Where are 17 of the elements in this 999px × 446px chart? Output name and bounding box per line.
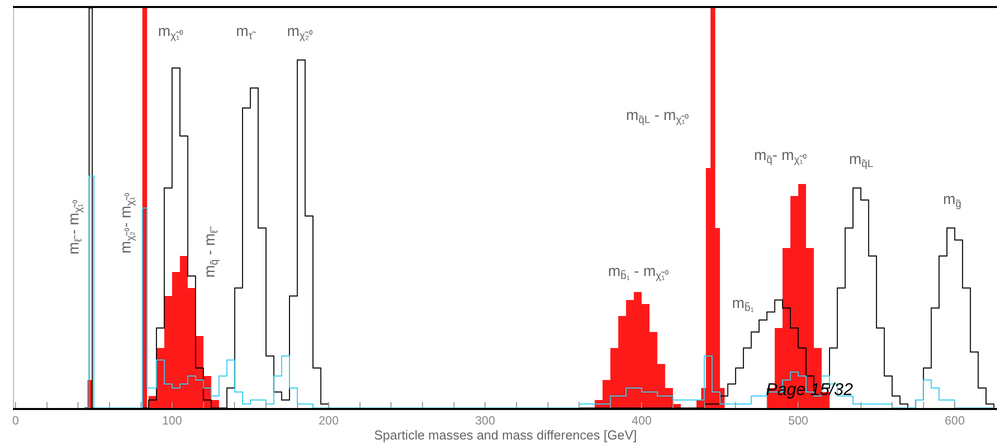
annotation: m$_{b̃₁}$ - m$_{χ̃₁⁰}$ (608, 263, 669, 282)
annotation: m$_{g̃}$ (943, 191, 962, 210)
annotation: m$_{χ̃₂⁰}$ (287, 23, 314, 42)
x-tick-label: 0 (12, 413, 20, 428)
x-tick-label: 300 (475, 413, 496, 428)
x-tick-label: 500 (788, 413, 809, 428)
annotation: m$_{q̃L}$ (849, 151, 874, 170)
x-axis-title: Sparticle masses and mass differences [GeV] (374, 427, 637, 442)
annotation: m$_{q̃}$- m$_{χ̃₁⁰}$ (754, 147, 808, 166)
x-tick-label: 100 (162, 413, 182, 428)
x-tick-label: 400 (632, 413, 652, 428)
x-tick-label: 200 (318, 413, 339, 428)
annotation: m$_{b̃₁}$ (732, 295, 754, 314)
annotation: m$_{q̃L}$ - m$_{χ̃₁⁰}$ (626, 107, 690, 126)
annotation: m$_{χ̃₁⁰}$ (158, 23, 184, 42)
x-tick-label: 600 (944, 413, 966, 428)
annotation: m$_{τ̃}$ (236, 23, 257, 42)
